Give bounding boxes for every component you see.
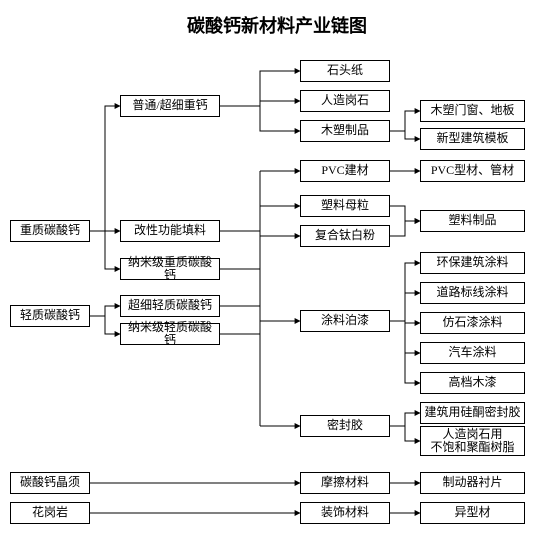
node-gcc_nano: 纳米级重质碳酸钙 [120, 258, 220, 280]
node-resin_stone: 人造岗石用不饱和聚酯树脂 [420, 426, 525, 456]
node-road_paint: 道路标线涂料 [420, 282, 525, 304]
node-pvc_build: PVC建材 [300, 160, 390, 182]
node-brake_pad: 制动器衬片 [420, 472, 525, 494]
node-build_sealant: 建筑用硅酮密封胶 [420, 402, 525, 424]
node-wood_lacquer: 高档木漆 [420, 372, 525, 394]
node-special_form: 异型材 [420, 502, 525, 524]
node-wpc: 木塑制品 [300, 120, 390, 142]
node-heavy_caco3: 重质碳酸钙 [10, 220, 90, 242]
node-comp_tio2: 复合钛白粉 [300, 225, 390, 247]
node-masterbatch: 塑料母粒 [300, 195, 390, 217]
node-gcc_normal: 普通/超细重钙 [120, 95, 220, 117]
node-coatings: 涂料泊漆 [300, 310, 390, 332]
node-pvc_profile: PVC型材、管材 [420, 160, 525, 182]
node-art_stone: 人造岗石 [300, 90, 390, 112]
node-plastic_prod: 塑料制品 [420, 210, 525, 232]
diagram-title: 碳酸钙新材料产业链图 [0, 12, 554, 38]
node-wpc_door: 木塑门窗、地板 [420, 100, 525, 122]
diagram-canvas: 碳酸钙新材料产业链图 重质碳酸钙轻质碳酸钙碳酸钙晶须花岗岩 普通/超细重钙改性功能… [0, 0, 554, 536]
node-friction: 摩擦材料 [300, 472, 390, 494]
node-gcc_modified: 改性功能填料 [120, 220, 220, 242]
node-wpc_form: 新型建筑模板 [420, 128, 525, 150]
node-sealant: 密封胶 [300, 415, 390, 437]
node-whisker: 碳酸钙晶须 [10, 472, 90, 494]
node-auto_paint: 汽车涂料 [420, 342, 525, 364]
node-decor: 装饰材料 [300, 502, 390, 524]
node-granite: 花岗岩 [10, 502, 90, 524]
node-stone_paint: 仿石漆涂料 [420, 312, 525, 334]
node-pcc_nano: 纳米级轻质碳酸钙 [120, 323, 220, 345]
node-env_coating: 环保建筑涂料 [420, 252, 525, 274]
node-stone_paper: 石头纸 [300, 60, 390, 82]
node-light_caco3: 轻质碳酸钙 [10, 305, 90, 327]
node-pcc_ultra: 超细轻质碳酸钙 [120, 295, 220, 317]
